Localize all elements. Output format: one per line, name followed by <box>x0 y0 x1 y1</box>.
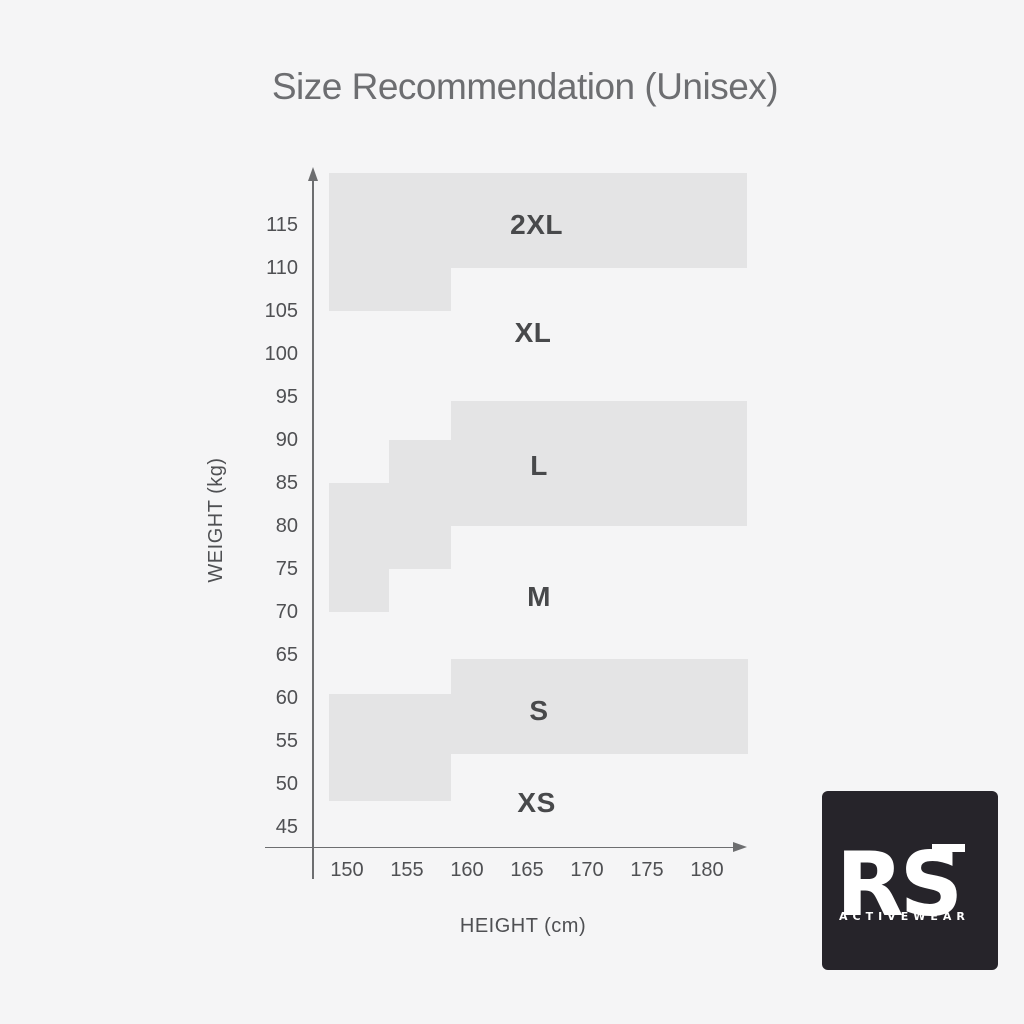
size-label-s: S <box>529 694 549 726</box>
brand-logo: RS ACTIVEWEAR <box>822 791 998 970</box>
size-region-l-part2 <box>389 440 452 569</box>
size-region-l-part1 <box>451 401 747 526</box>
y-tick-label-100: 100 <box>264 343 298 365</box>
y-tick-label-55: 55 <box>275 730 298 752</box>
y-tick-label-105: 105 <box>264 300 298 322</box>
y-tick-label-65: 65 <box>275 644 298 666</box>
x-tick-label-175: 175 <box>630 859 664 881</box>
y-tick-label-70: 70 <box>275 601 298 623</box>
size-label-m: M <box>527 580 551 612</box>
x-tick-label-170: 170 <box>570 859 604 881</box>
y-tick-label-115: 115 <box>266 214 298 236</box>
y-tick-label-110: 110 <box>266 257 298 279</box>
size-region-s-part2 <box>329 693 452 802</box>
y-tick-label-60: 60 <box>275 687 298 709</box>
size-label-l: L <box>530 449 548 481</box>
x-tick-label-165: 165 <box>510 859 544 881</box>
size-label-xl: XL <box>514 317 552 349</box>
brand-subtext: ACTIVEWEAR <box>839 910 970 923</box>
y-tick-label-90: 90 <box>275 429 298 451</box>
x-tick-label-150: 150 <box>330 859 364 881</box>
size-label-2xl: 2XL <box>510 209 564 240</box>
x-axis-title: HEIGHT (cm) <box>459 915 587 937</box>
x-tick-label-180: 180 <box>690 859 724 881</box>
logo-s-bar-icon <box>932 844 965 852</box>
brand-mark: RS <box>836 833 963 936</box>
y-tick-label-45: 45 <box>275 816 298 838</box>
y-tick-label-80: 80 <box>275 515 298 537</box>
page-title: Size Recommendation (Unisex) <box>271 66 779 107</box>
size-region-l-part3 <box>329 483 389 612</box>
x-tick-label-160: 160 <box>450 859 484 881</box>
size-region-2xl-part2 <box>329 268 452 311</box>
size-region-2xl-part1 <box>329 173 747 268</box>
y-tick-label-75: 75 <box>275 558 298 580</box>
x-tick-label-155: 155 <box>390 859 424 881</box>
y-axis-title: WEIGHT (kg) <box>205 457 227 583</box>
y-axis-line <box>312 172 314 879</box>
y-tick-label-95: 95 <box>275 386 298 408</box>
size-region-s-part1 <box>451 659 748 754</box>
y-tick-label-50: 50 <box>275 773 298 795</box>
size-label-xs: XS <box>517 786 556 818</box>
right-arrow-icon <box>733 842 747 852</box>
up-arrow-icon <box>308 167 318 181</box>
y-tick-label-85: 85 <box>275 472 298 494</box>
x-axis-line <box>265 846 734 848</box>
